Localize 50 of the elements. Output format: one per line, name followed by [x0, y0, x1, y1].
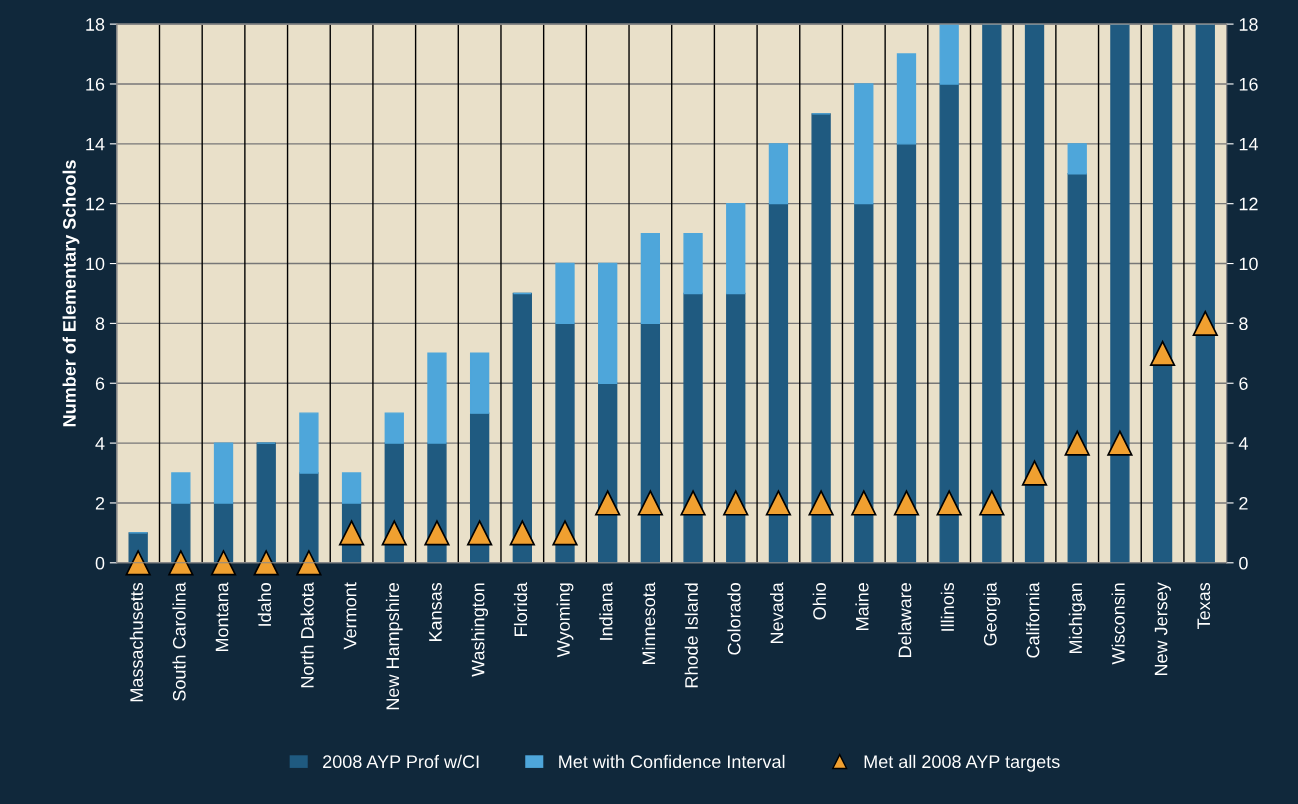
y2-tick-label: 16: [1239, 77, 1258, 91]
legend-label: Met all 2008 AYP targets: [864, 754, 1060, 772]
x-tick-label: South Carolina: [172, 582, 186, 701]
x-tick-label: Vermont: [343, 582, 357, 650]
y2-tick-label: 2: [1239, 496, 1248, 510]
x-tick-label: Michigan: [1068, 583, 1086, 654]
x-tick-label: Georgia: [983, 582, 1001, 646]
y-tick-label: 6: [95, 377, 105, 390]
x-tick-label: New Jersey: [1154, 582, 1171, 676]
y2-tick-label: 0: [1239, 556, 1248, 570]
y-tick-label: 16: [86, 77, 105, 91]
y-tick-label: 12: [86, 197, 105, 211]
x-tick-label: California: [1026, 582, 1040, 658]
y2-tick-label: 8: [1239, 317, 1248, 331]
x-tick-label: Delaware: [898, 583, 912, 658]
x-tick-label: Washington: [471, 583, 489, 677]
y-tick-label: 14: [86, 137, 105, 151]
x-tick-label: Kansas: [429, 582, 442, 641]
y2-tick-label: 12: [1239, 197, 1258, 211]
x-tick-label: North Dakota: [300, 582, 314, 688]
x-tick-label: Indiana: [599, 582, 613, 640]
x-tick-label: Texas: [1197, 582, 1211, 629]
x-tick-label: Nevada: [770, 582, 784, 643]
legend-label: Met with Confidence Interval: [559, 754, 785, 769]
y2-tick-label: 4: [1238, 437, 1248, 450]
y-tick-label: 0: [95, 556, 105, 570]
y2-tick-label: 18: [1239, 18, 1258, 31]
x-tick-label: Wisconsin: [1111, 583, 1125, 665]
y-tick-label: 2: [95, 496, 105, 510]
x-tick-label: New Hampshire: [385, 583, 403, 710]
y-tick-label: 18: [86, 18, 105, 31]
x-tick-label: Maine: [855, 583, 869, 630]
x-tick-label: Montana: [215, 582, 229, 652]
x-tick-label: Wyoming: [556, 583, 574, 658]
y2-tick-label: 6: [1239, 377, 1248, 390]
y-tick-label: 10: [86, 257, 105, 271]
x-tick-label: Florida: [513, 582, 528, 636]
y-axis-title: Number of Elementary Schools: [62, 160, 80, 427]
x-tick-label: Illinois: [940, 582, 955, 631]
y-tick-label: 8: [95, 317, 105, 331]
y-tick-label: 4: [95, 437, 105, 450]
x-tick-label: Massachusetts: [129, 582, 144, 702]
y2-tick-label: 10: [1239, 257, 1258, 271]
x-tick-label: Idaho: [257, 583, 272, 626]
x-tick-label: Colorado: [727, 583, 741, 655]
legend-label: 2008 AYP Prof w/CI: [323, 754, 479, 769]
x-tick-label: Rhode Island: [684, 583, 698, 688]
x-tick-label: Ohio: [812, 583, 826, 620]
y2-tick-label: 14: [1239, 137, 1258, 151]
x-tick-label: Minnesota: [641, 582, 656, 665]
